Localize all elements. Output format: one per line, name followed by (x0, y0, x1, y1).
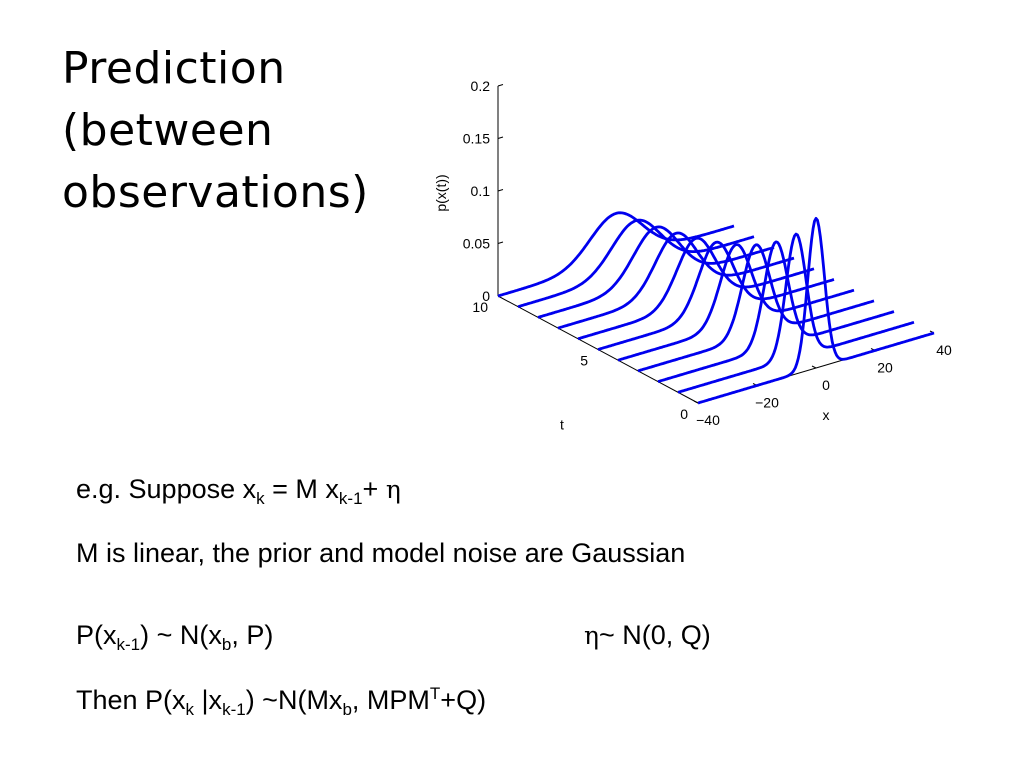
equation-line-3: P(xk-1) ~ N(xb, P) (76, 620, 273, 655)
density-curve-series (677, 232, 915, 394)
eq4-sub-c: b (342, 700, 352, 719)
z-tick-label: 0.1 (471, 183, 491, 199)
eta-symbol: η (385, 475, 401, 504)
plot-curves (497, 211, 935, 405)
equation-line-4: Then P(xk |xk-1) ~N(Mxb, MPMT+Q) (76, 684, 486, 720)
eq3-sub-b: b (221, 635, 232, 654)
eq1-text-2: = M x (264, 474, 339, 504)
x-tick-label: 20 (877, 360, 893, 376)
eq3-text-c: , P) (231, 620, 274, 650)
density-curve-series (517, 218, 755, 309)
z-tick-label: 0.2 (471, 78, 491, 94)
eq4-sup-T: T (429, 684, 441, 703)
equation-line-1: e.g. Suppose xk = M xk-1+ η (76, 474, 401, 509)
title-line-2: (between (62, 105, 274, 156)
eta-symbol-2: η (584, 621, 599, 650)
density-curve-series (697, 217, 935, 405)
t-tick-label: 10 (472, 299, 488, 315)
z-tick-mark (497, 136, 504, 139)
density-curve-series (617, 243, 855, 362)
eq4-text-a: Then P(x (76, 685, 186, 715)
eq3-text-b: ) ~ N(x (140, 620, 222, 650)
waterfall-plot: 0 0.05 0.1 0.15 0.2 0 5 10 −40 −20 0 20 40 x t p(x(t)) (433, 78, 952, 433)
density-curve-series (637, 243, 875, 373)
t-tick-label: 5 (580, 353, 588, 369)
density-curve-series (657, 240, 895, 383)
eq1-text: e.g. Suppose x (76, 474, 257, 504)
density-curve-series (497, 211, 735, 298)
eq4-sub-a: k (185, 700, 195, 719)
eq4-sub-b: k-1 (222, 700, 246, 719)
plot-labels: 0 0.05 0.1 0.15 0.2 0 5 10 −40 −20 0 20 40 x t p(x(t)) (433, 78, 952, 433)
z-tick-label: 0 (482, 288, 490, 304)
x-tick-mark (693, 400, 699, 404)
z-axis-label: p(x(t)) (433, 174, 449, 211)
x-tick-mark (811, 365, 817, 369)
x-tick-label: −40 (696, 412, 720, 428)
slide-title: Prediction (between observations) (62, 38, 422, 224)
x-tick-label: 0 (822, 377, 830, 393)
eq4-text-d: , MPM (351, 685, 430, 715)
t-tick-label: 0 (680, 406, 688, 422)
density-curve-series (557, 231, 795, 330)
eq4-text-c: ) ~N(Mx (245, 685, 343, 715)
z-tick-mark (497, 189, 504, 192)
eq1-plus: + (362, 474, 386, 504)
eq3-text-d: ~ N(0, Q) (598, 620, 711, 650)
eq4-text-e: +Q) (440, 685, 487, 715)
z-tick-mark (497, 84, 504, 87)
z-tick-mark (497, 241, 504, 244)
eq1-sub-k: k (256, 489, 265, 508)
eq4-text-b: |x (194, 685, 223, 715)
density-curve-series (597, 240, 835, 351)
text-line-2: M is linear, the prior and model noise a… (76, 538, 686, 568)
title-line-3: observations) (62, 167, 369, 218)
density-curve-series (577, 236, 815, 341)
x-tick-label: 40 (936, 342, 952, 358)
title-line-1: Prediction (62, 43, 286, 94)
density-curve-series (537, 225, 775, 319)
equation-line-3-noise: η~ N(0, Q) (584, 620, 711, 651)
z-tick-label: 0.15 (463, 131, 490, 147)
eq3-sub-a: k-1 (116, 635, 141, 654)
x-axis-label: x (823, 407, 830, 423)
x-tick-label: −20 (755, 395, 779, 411)
z-tick-label: 0.05 (463, 236, 490, 252)
eq3-text-a: P(x (76, 620, 117, 650)
t-axis-label: t (560, 417, 564, 433)
eq1-sub-k1: k-1 (338, 489, 363, 508)
